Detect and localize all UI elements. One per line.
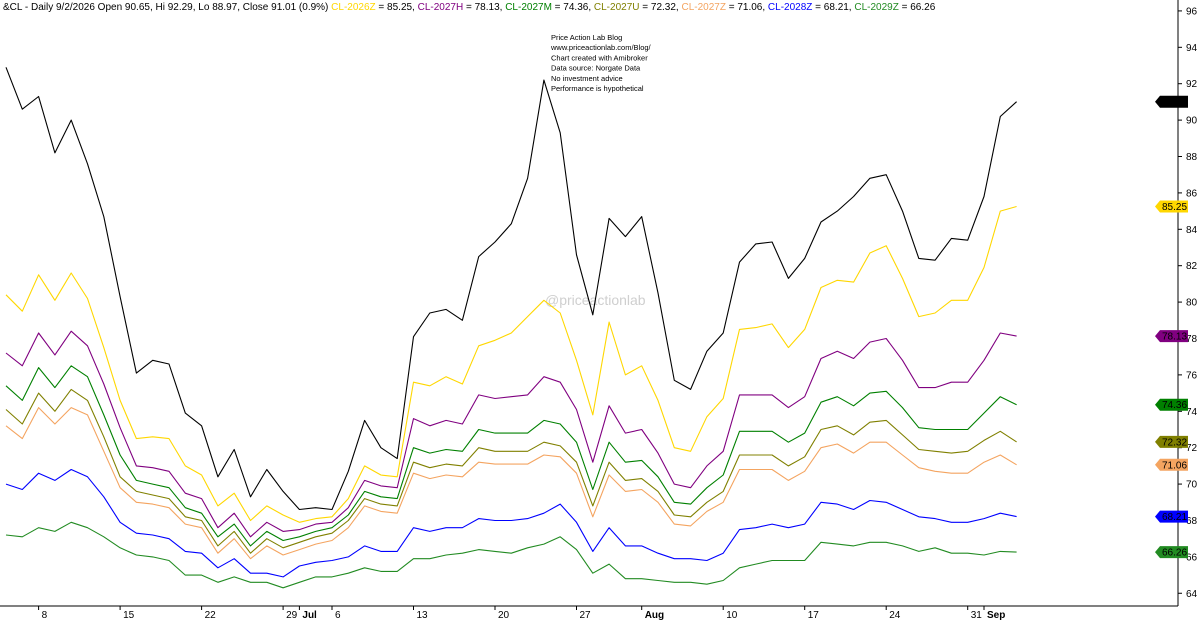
last-value-tag-label: 74.36 (1162, 400, 1187, 411)
x-tick-label: 10 (726, 610, 738, 620)
last-value-tag-label: 66.26 (1162, 548, 1187, 559)
note-line: Performance is hypothetical (551, 84, 644, 93)
series-line-cl2029z (5, 521, 1017, 589)
legend-series-value: = 66.26 (899, 2, 936, 13)
x-tick-label: Sep (987, 610, 1005, 620)
y-tick-label: 72 (1186, 443, 1198, 454)
series-line-cl (5, 67, 1017, 511)
y-tick-label: 82 (1186, 261, 1198, 272)
last-value-tag-bg (1155, 200, 1188, 213)
last-value-tag-bg (1155, 435, 1188, 448)
x-tick-label: 15 (123, 610, 135, 620)
series-line-cl2027m (5, 365, 1017, 547)
last-value-tag-label: 78.13 (1162, 332, 1187, 343)
chart-header: &CL - Daily 9/2/2026 Open 90.65, Hi 92.2… (3, 2, 936, 13)
y-tick-label: 94 (1186, 43, 1198, 54)
series-line-cl2026z (5, 205, 1017, 523)
last-value-tag: 85.25 (1155, 200, 1188, 213)
y-tick-label: 86 (1186, 188, 1198, 199)
last-value-tag-label: 85.25 (1162, 202, 1187, 213)
legend-series-name: CL-2027H (418, 2, 464, 13)
y-tick-label: 84 (1186, 225, 1198, 236)
y-tick-label: 92 (1186, 79, 1198, 90)
last-value-tag-label: 91.01 (1162, 97, 1187, 108)
note-line: www.priceactionlab.com/Blog/ (550, 43, 652, 52)
x-tick-label: 27 (580, 610, 592, 620)
note-line: Data source: Norgate Data (551, 64, 641, 73)
note-line: No investment advice (551, 74, 623, 83)
series-line-cl2027u (5, 388, 1017, 554)
legend-series-name: CL-2027Z (681, 2, 725, 13)
series-line-cl2027h (5, 330, 1017, 538)
legend-series-name: CL-2027U (594, 2, 640, 13)
legend-series-value: = 72.32, (639, 2, 681, 13)
last-value-tag-bg (1155, 398, 1188, 411)
x-tick-label: 13 (417, 610, 429, 620)
y-tick-label: 90 (1186, 116, 1198, 127)
legend-series-value: = 85.25, (376, 2, 418, 13)
note-line: Price Action Lab Blog (551, 33, 622, 42)
x-tick-label: 29 (286, 610, 298, 620)
y-tick-label: 66 (1186, 552, 1198, 563)
legend-series-value: = 68.21, (812, 2, 854, 13)
note-line: Chart created with Amibroker (551, 53, 648, 62)
series-line-cl2027z (5, 407, 1017, 560)
last-value-tag-bg (1155, 330, 1188, 343)
x-tick-label: Jul (302, 610, 317, 620)
y-tick-label: 74 (1186, 407, 1198, 418)
symbol-info: &CL - Daily 9/2/2026 Open 90.65, Hi 92.2… (3, 2, 331, 13)
series-line-cl2028z (5, 468, 1017, 578)
y-tick-label: 78 (1186, 334, 1198, 345)
y-tick-label: 80 (1186, 298, 1198, 309)
last-value-tag-label: 72.32 (1162, 437, 1187, 448)
last-value-tag-bg (1155, 95, 1188, 108)
legend-series-value: = 71.06, (726, 2, 768, 13)
y-tick-label: 96 (1186, 6, 1198, 17)
x-tick-label: 17 (808, 610, 820, 620)
y-tick-label: 88 (1186, 152, 1198, 163)
x-tick-label: 22 (205, 610, 217, 620)
last-value-tag: 72.32 (1155, 435, 1188, 448)
last-value-tag: 78.13 (1155, 330, 1188, 343)
x-tick-label: 6 (335, 610, 341, 620)
y-tick-label: 70 (1186, 480, 1198, 491)
y-tick-label: 68 (1186, 516, 1198, 527)
legend-series-name: CL-2027M (505, 2, 552, 13)
legend-series-name: CL-2026Z (331, 2, 375, 13)
last-value-tag: 68.21 (1155, 510, 1188, 523)
last-value-tag-bg (1155, 458, 1188, 471)
y-tick-label: 76 (1186, 370, 1198, 381)
x-tick-label: 20 (498, 610, 510, 620)
x-tick-label: 24 (889, 610, 901, 620)
legend-series-value: = 78.13, (463, 2, 505, 13)
last-value-tag-bg (1155, 510, 1188, 523)
x-tick-label: 8 (42, 610, 48, 620)
last-value-tag-bg (1155, 546, 1188, 559)
last-value-tag-label: 68.21 (1162, 512, 1187, 523)
y-tick-label: 64 (1186, 589, 1198, 600)
legend-series-name: CL-2029Z (854, 2, 898, 13)
last-value-tag-label: 71.06 (1162, 460, 1187, 471)
last-value-tag: 71.06 (1155, 458, 1188, 471)
last-value-tag: 91.01 (1155, 95, 1188, 108)
legend-series-value: = 74.36, (552, 2, 594, 13)
x-tick-label: 31 (971, 610, 983, 620)
legend-series-name: CL-2028Z (768, 2, 812, 13)
x-tick-label: Aug (645, 610, 664, 620)
last-value-tag: 74.36 (1155, 398, 1188, 411)
last-value-tag: 66.26 (1155, 546, 1188, 559)
